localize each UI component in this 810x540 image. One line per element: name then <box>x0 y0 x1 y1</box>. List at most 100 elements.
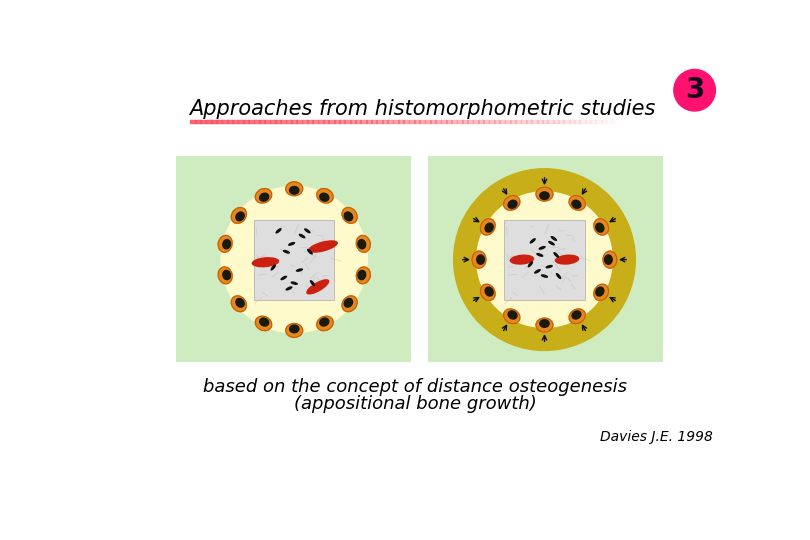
Ellipse shape <box>286 182 303 195</box>
Ellipse shape <box>288 242 296 246</box>
Ellipse shape <box>569 195 586 210</box>
Bar <box>371 120 377 123</box>
Bar <box>296 120 302 123</box>
Bar <box>403 120 409 123</box>
Bar <box>291 120 297 123</box>
Text: (appositional bone growth): (appositional bone growth) <box>294 395 536 413</box>
Ellipse shape <box>596 287 604 296</box>
Bar <box>254 220 335 300</box>
Text: based on the concept of distance osteogenesis: based on the concept of distance osteoge… <box>203 377 627 396</box>
Ellipse shape <box>342 207 357 224</box>
Ellipse shape <box>320 318 329 326</box>
Ellipse shape <box>260 193 268 201</box>
Ellipse shape <box>541 274 548 278</box>
Ellipse shape <box>480 284 495 300</box>
Ellipse shape <box>260 318 268 326</box>
Ellipse shape <box>218 267 232 284</box>
Bar <box>414 120 420 123</box>
Ellipse shape <box>223 271 230 279</box>
Ellipse shape <box>223 240 231 249</box>
Ellipse shape <box>344 212 352 220</box>
Ellipse shape <box>536 318 553 332</box>
Ellipse shape <box>309 280 315 286</box>
Ellipse shape <box>477 255 484 264</box>
Ellipse shape <box>299 234 305 238</box>
Ellipse shape <box>509 254 535 265</box>
Bar <box>505 120 511 123</box>
Ellipse shape <box>594 284 608 300</box>
Ellipse shape <box>218 267 232 284</box>
Ellipse shape <box>304 228 310 233</box>
Ellipse shape <box>223 240 230 248</box>
Bar <box>360 120 367 123</box>
Ellipse shape <box>594 219 608 235</box>
Bar <box>318 120 324 123</box>
Bar <box>334 120 340 123</box>
Ellipse shape <box>480 219 495 235</box>
Ellipse shape <box>290 187 299 194</box>
Bar <box>339 120 345 123</box>
Bar <box>350 120 356 123</box>
Ellipse shape <box>508 311 517 319</box>
Bar <box>515 120 522 123</box>
Ellipse shape <box>604 255 612 264</box>
Bar <box>558 120 565 123</box>
Ellipse shape <box>317 188 333 203</box>
Ellipse shape <box>548 241 555 246</box>
Ellipse shape <box>603 251 617 268</box>
Bar <box>355 120 361 123</box>
Bar <box>382 120 388 123</box>
Ellipse shape <box>218 235 232 252</box>
Ellipse shape <box>358 240 365 248</box>
Ellipse shape <box>232 207 246 224</box>
Bar <box>488 120 495 123</box>
Ellipse shape <box>255 188 271 203</box>
Bar <box>249 120 254 123</box>
Bar <box>328 120 335 123</box>
Ellipse shape <box>480 219 495 235</box>
Ellipse shape <box>485 223 493 232</box>
Ellipse shape <box>356 267 370 284</box>
Ellipse shape <box>232 207 246 224</box>
Ellipse shape <box>236 299 245 307</box>
Bar <box>424 120 431 123</box>
Ellipse shape <box>286 323 303 338</box>
Ellipse shape <box>280 275 288 280</box>
Bar <box>275 120 281 123</box>
Circle shape <box>221 186 368 333</box>
Ellipse shape <box>356 235 370 252</box>
Ellipse shape <box>291 281 298 285</box>
Ellipse shape <box>306 279 330 294</box>
Ellipse shape <box>527 261 533 267</box>
Ellipse shape <box>569 309 586 323</box>
Bar <box>313 120 318 123</box>
Text: 3: 3 <box>685 76 705 104</box>
Ellipse shape <box>356 235 370 252</box>
Ellipse shape <box>555 254 579 265</box>
Ellipse shape <box>255 316 271 330</box>
Bar <box>259 120 265 123</box>
Ellipse shape <box>358 240 365 249</box>
Bar <box>216 120 222 123</box>
Circle shape <box>490 205 599 314</box>
Circle shape <box>234 200 354 320</box>
Ellipse shape <box>536 318 553 332</box>
Ellipse shape <box>572 200 581 208</box>
Ellipse shape <box>342 207 357 224</box>
Ellipse shape <box>237 299 244 307</box>
Ellipse shape <box>344 212 352 221</box>
Ellipse shape <box>605 255 612 264</box>
Bar <box>428 156 663 362</box>
Bar <box>574 120 580 123</box>
Ellipse shape <box>594 284 608 300</box>
Bar <box>211 120 217 123</box>
Ellipse shape <box>317 316 333 330</box>
Ellipse shape <box>569 309 586 323</box>
Circle shape <box>454 168 635 350</box>
Ellipse shape <box>594 219 608 235</box>
Ellipse shape <box>286 323 303 338</box>
Ellipse shape <box>508 200 517 208</box>
Ellipse shape <box>290 325 299 333</box>
Bar <box>462 120 468 123</box>
Ellipse shape <box>344 299 352 307</box>
